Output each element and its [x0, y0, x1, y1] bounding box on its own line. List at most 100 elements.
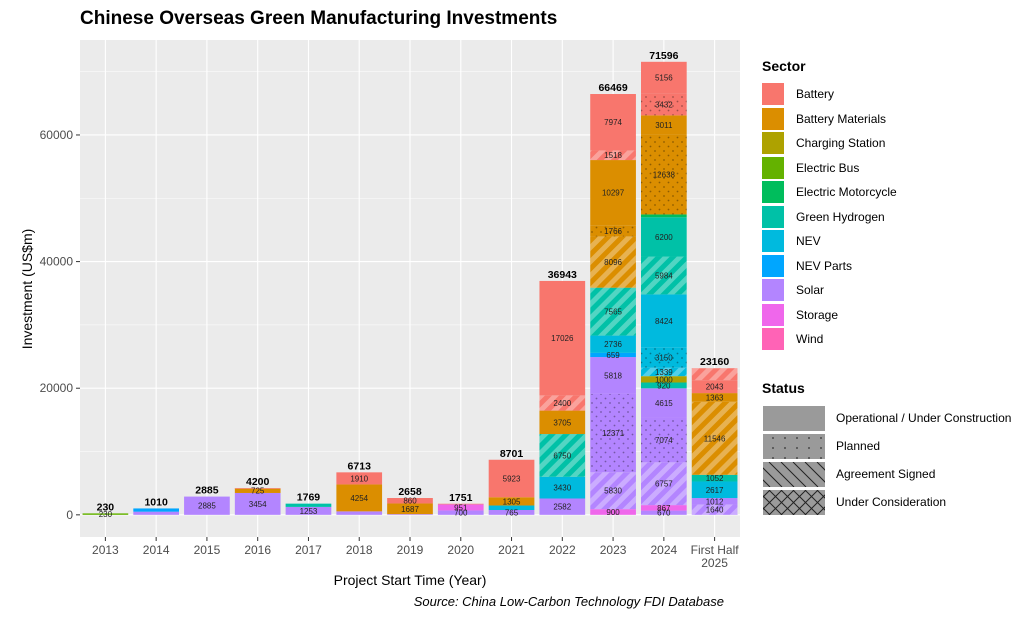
sector-legend-swatch — [762, 181, 784, 204]
segment-data-label: 5830 — [604, 487, 622, 496]
sector-legend-item: Green Hydrogen — [762, 205, 897, 230]
bar-total-label: 1010 — [144, 496, 168, 508]
segment-data-label: 2885 — [198, 502, 216, 511]
x-tick-label: 2023 — [600, 543, 627, 557]
sector-legend-item: Storage — [762, 303, 897, 328]
sector-legend-item: Wind — [762, 327, 897, 352]
x-tick-label: 2024 — [650, 543, 677, 557]
status-legend-item: Operational / Under Construction — [762, 404, 1011, 432]
bar-segment-pattern-dots — [590, 225, 636, 237]
bar-segment-nev — [590, 335, 636, 353]
bar-segment-pattern-stripe — [539, 395, 586, 411]
bar-segment-solar — [641, 510, 687, 515]
x-tick-label: 2021 — [498, 543, 525, 557]
sector-legend-swatch — [762, 254, 784, 277]
segment-data-label: 2043 — [706, 383, 724, 392]
status-legend-label: Planned — [836, 439, 881, 453]
sector-legend-swatch — [762, 303, 784, 326]
sector-legend-item: Electric Bus — [762, 156, 897, 181]
sector-legend-label: Battery Materials — [796, 111, 887, 126]
status-legend: Status Operational / Under Construction P… — [762, 380, 1011, 516]
segment-data-label: 659 — [606, 351, 620, 360]
status-legend-item: Planned — [762, 432, 1011, 460]
bar-total-label: 2658 — [398, 486, 422, 498]
segment-data-label: 3150 — [655, 354, 673, 363]
bar-total-label: 8701 — [500, 448, 524, 460]
bar-total-label: 71596 — [649, 50, 678, 62]
sector-legend-title: Sector — [762, 58, 806, 74]
sector-legend-label: Wind — [796, 332, 824, 347]
bar-segment-solar — [641, 388, 687, 418]
y-tick-label: 20000 — [40, 381, 74, 395]
segment-data-label: 8424 — [655, 317, 673, 326]
bar-segment-nev — [539, 476, 586, 499]
segment-data-label: 3011 — [655, 121, 673, 130]
bar-segment-green-hydrogen — [641, 217, 687, 257]
bar-segment-nev — [691, 481, 738, 499]
bar-segment-pattern-dots — [590, 393, 636, 473]
sector-legend-item: Electric Motorcycle — [762, 180, 897, 205]
y-tick-label: 60000 — [40, 128, 74, 142]
x-tick-label: First Half 2025 — [691, 543, 740, 570]
segment-data-label: 3430 — [553, 484, 571, 493]
sector-legend-swatch — [762, 107, 784, 130]
sector-legend-label: Storage — [796, 307, 839, 322]
segment-data-label: 6200 — [655, 233, 673, 242]
bar-segment-battery-materials — [691, 393, 738, 402]
bar-segment-solar — [234, 492, 281, 515]
x-tick-label: 2013 — [92, 543, 119, 557]
bar-total-label: 66469 — [598, 82, 627, 94]
segment-data-label: 1363 — [706, 393, 724, 402]
segment-data-label: 1000 — [655, 375, 673, 384]
bar-segment-pattern-stripe — [641, 256, 687, 295]
bar-segment-battery — [691, 380, 738, 394]
segment-data-label: 1518 — [604, 151, 622, 160]
x-axis-title: Project Start Time (Year) — [334, 572, 487, 588]
x-tick-label: 2018 — [346, 543, 373, 557]
bar-segment-pattern-dots — [641, 347, 687, 368]
bar-total-label: 1769 — [297, 492, 321, 504]
segment-data-label: 4254 — [350, 494, 368, 503]
bar-segment-solar — [336, 511, 383, 515]
bar-segment-pattern-dots — [641, 134, 687, 215]
bar-segment-battery — [590, 94, 636, 151]
bar-total-label: 23160 — [700, 356, 729, 368]
sector-legend: Sector Battery Battery Materials Charging … — [762, 58, 897, 352]
bar-segment-battery-materials — [336, 484, 383, 512]
bar-segment-electric-bus — [82, 513, 129, 515]
status-legend-swatch-stripe — [762, 460, 826, 488]
segment-data-label: 700 — [454, 509, 468, 518]
sector-legend-item: NEV — [762, 229, 897, 254]
segment-data-label: 2400 — [553, 399, 571, 408]
segment-data-label: 11546 — [704, 434, 726, 443]
segment-data-label: 951 — [454, 503, 468, 512]
segment-data-label: 920 — [657, 381, 671, 390]
bar-total-label: 6713 — [348, 460, 372, 472]
bar-segment-battery — [641, 61, 687, 94]
segment-data-label: 6750 — [553, 451, 571, 460]
status-legend-label: Operational / Under Construction — [836, 411, 1012, 425]
bar-segment-pattern-stripe — [641, 462, 687, 506]
segment-data-label: 1253 — [300, 507, 318, 516]
status-legend-swatch-crosshatch — [762, 488, 826, 516]
bar-segment-pattern-stripe — [590, 236, 636, 288]
bar-segment-green-hydrogen — [285, 503, 332, 507]
bar-segment-pattern-stripe — [691, 401, 738, 475]
sector-legend-swatch — [762, 230, 784, 253]
bar-total-label: 1751 — [449, 492, 473, 504]
sector-legend-swatch — [762, 328, 784, 351]
segment-data-label: 7974 — [604, 118, 622, 127]
bar-segment-storage — [641, 505, 687, 511]
status-legend-swatch-dots — [762, 432, 826, 460]
x-tick-label: 2019 — [397, 543, 424, 557]
segment-data-label: 230 — [99, 510, 113, 519]
segment-data-label: 17026 — [551, 334, 574, 343]
bar-segment-pattern-stripe — [539, 434, 586, 477]
segment-data-label: 765 — [505, 508, 519, 517]
status-legend-title: Status — [762, 380, 805, 396]
segment-data-label: 1687 — [401, 505, 419, 514]
bar-segment-green-hydrogen — [691, 474, 738, 482]
x-tick-label: 2016 — [244, 543, 271, 557]
x-tick-label: 2014 — [143, 543, 170, 557]
